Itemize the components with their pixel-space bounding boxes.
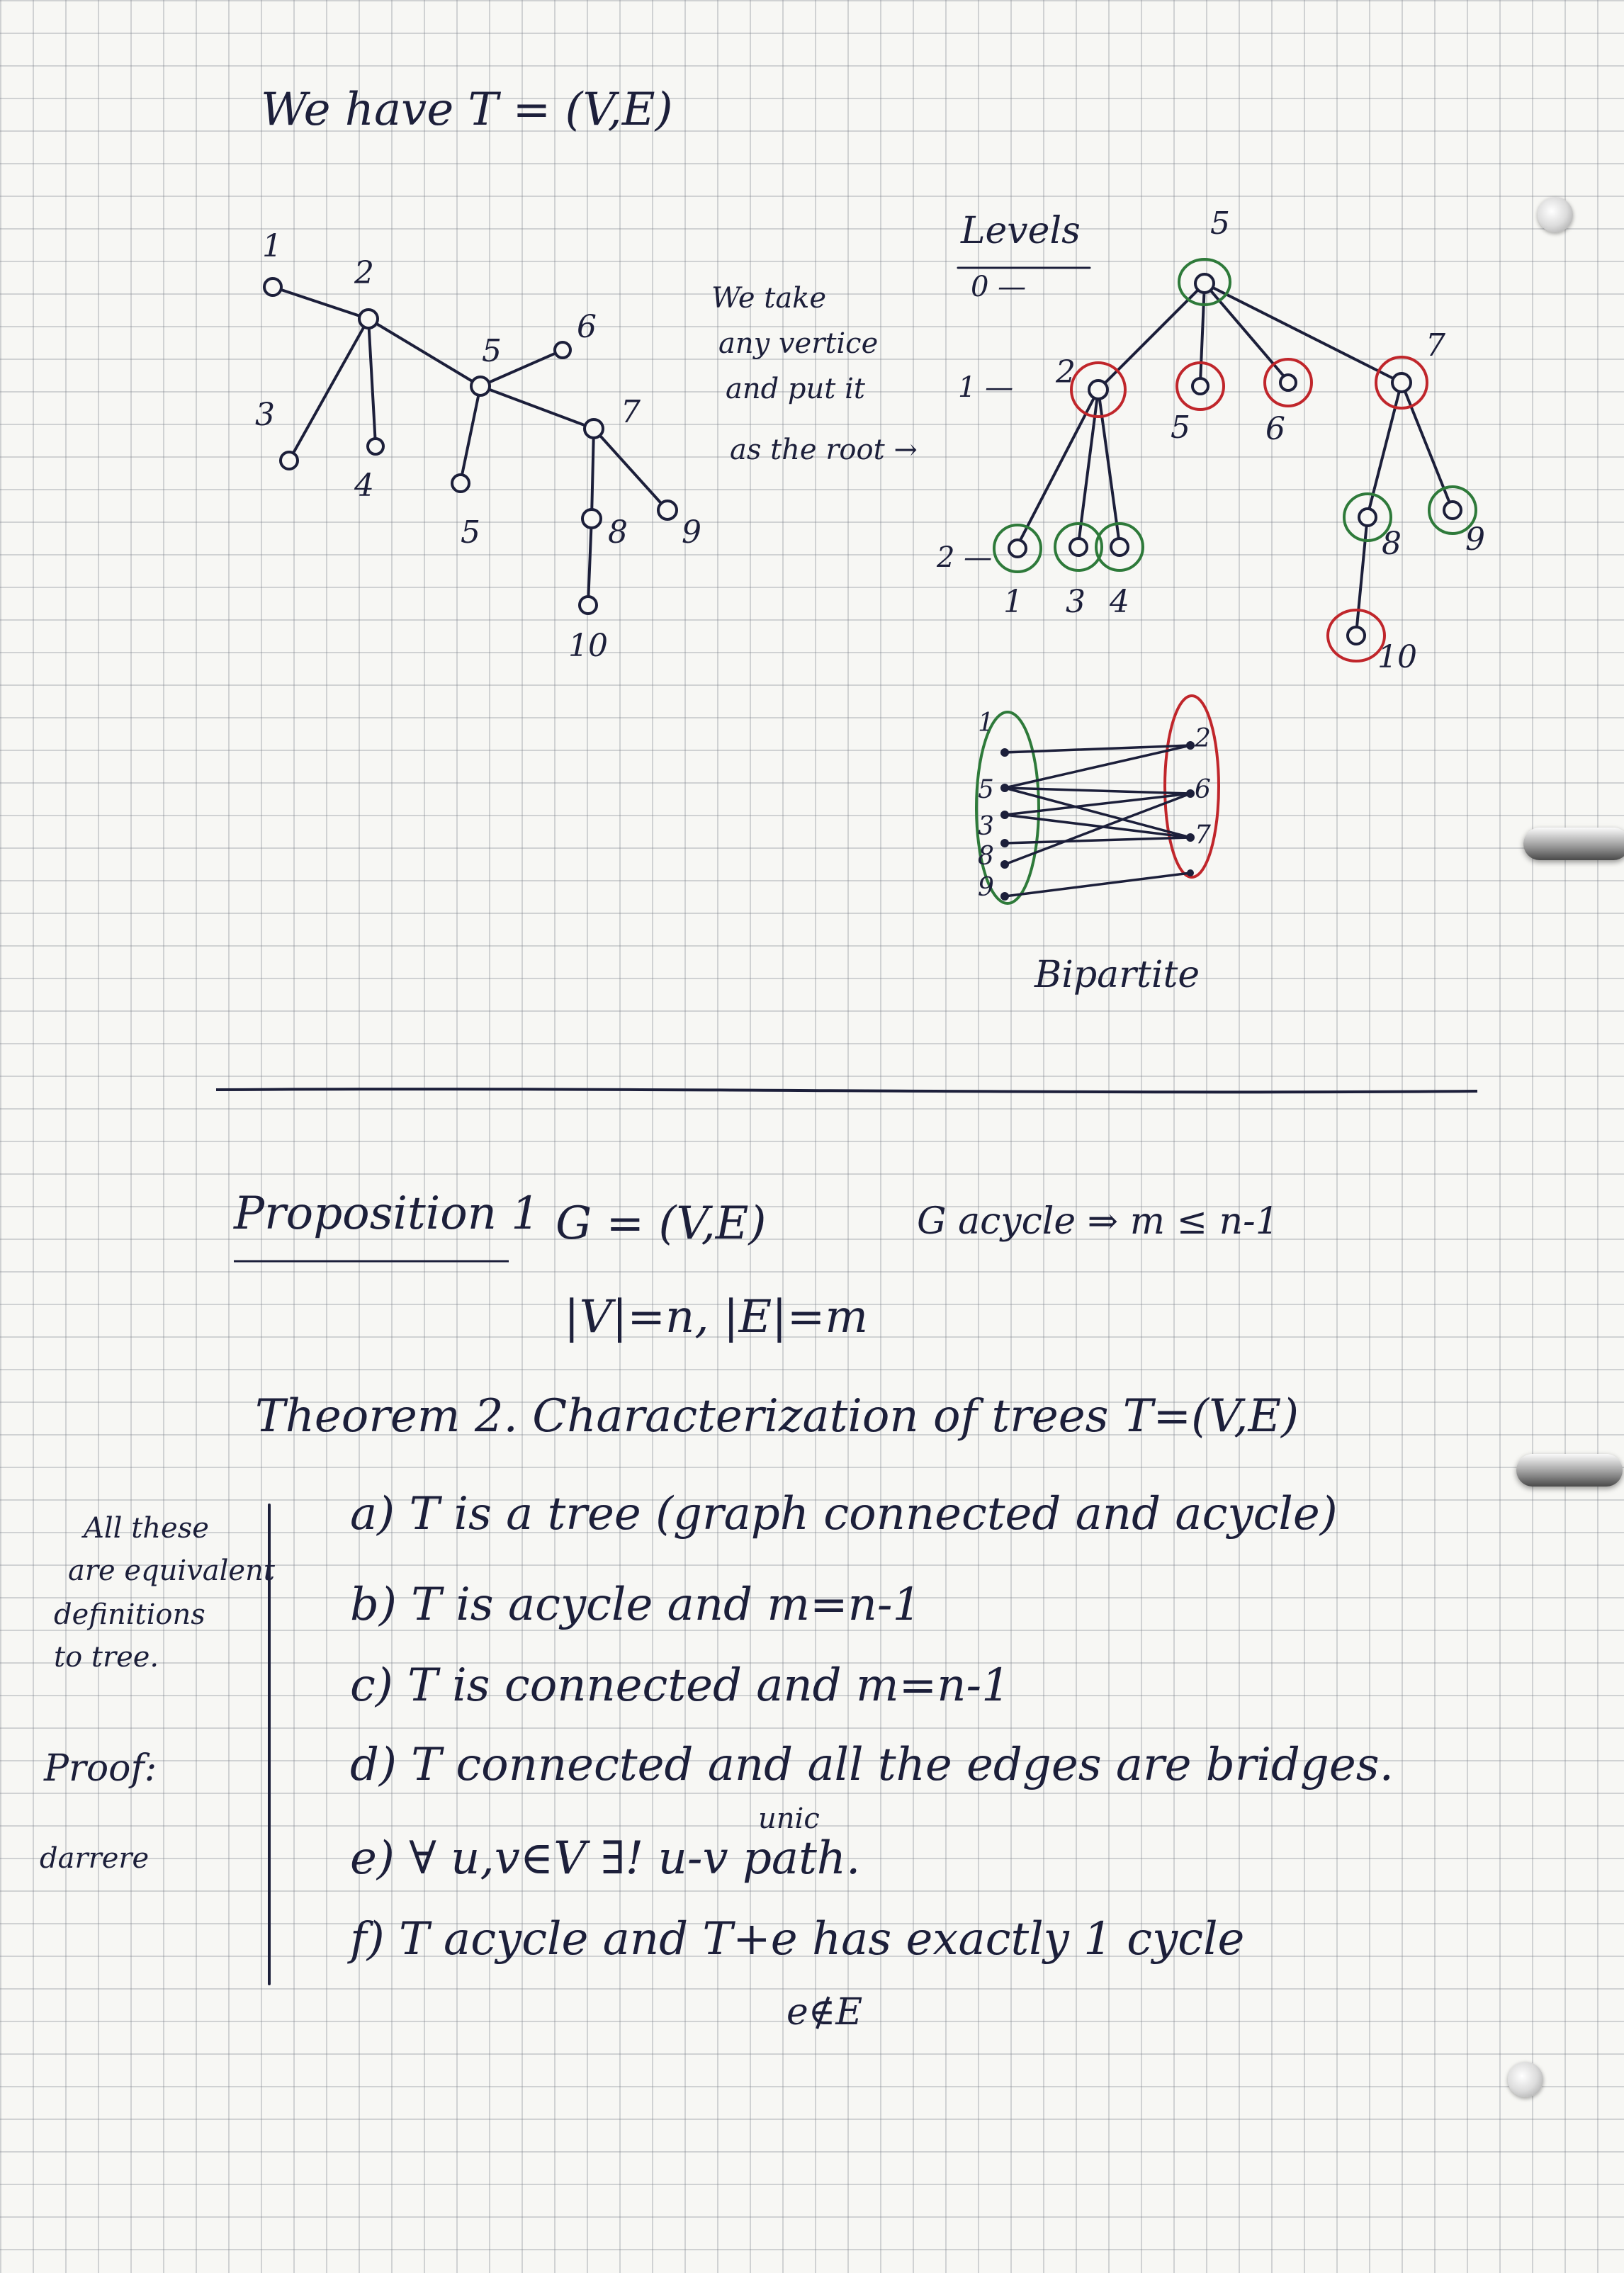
side-note-line-4: to tree. [54,1641,159,1674]
bipartite-right-2: 2 [1195,724,1211,753]
tree1-edges [271,286,667,605]
hole-reinforcement-bottom [1508,2062,1543,2097]
binder-ring-lower [1516,1454,1623,1487]
tree1-label-8: 8 [608,514,628,551]
tree2-label-10: 10 [1377,639,1417,675]
tree2-label-2: 2 [1056,354,1076,390]
tree2-label-9: 9 [1465,521,1485,558]
tree2-label-7: 7 [1426,327,1445,363]
level-1-marker: 1 — [958,371,1014,404]
proposition-statement: G acycle ⇒ m ≤ n-1 [917,1200,1279,1243]
proposition-graph: G = (V,E) [556,1197,767,1250]
section-divider [215,1088,1478,1094]
theorem-item-d: d) T connected and all the edges are bri… [350,1739,1394,1791]
root-note-line-3: and put it [726,373,865,405]
bipartite-left-5: 5 [978,775,994,804]
tree1-label-5b: 5 [461,514,480,551]
hole-reinforcement-top [1538,197,1573,232]
level-2-marker: 2 — [937,541,993,574]
tree2-green-rings [993,258,1477,573]
root-note-line-4: as the root → [730,434,918,466]
tree2-label-5: 5 [1171,410,1190,446]
proposition-sizes: |V|=n, |E|=m [564,1291,869,1343]
side-note-line-1: All these [84,1512,209,1545]
tree2-label-1: 1 [1003,584,1023,620]
bipartite-left-3: 3 [978,812,994,841]
bipartite-left-9: 9 [978,873,994,902]
binder-ring-upper [1523,828,1624,860]
theorem-e-not-in-e: e∉E [786,1991,863,2034]
side-note-line-3: definitions [54,1598,205,1631]
proof-label: Proof: [44,1747,157,1790]
tree2-nodes [1008,273,1462,645]
tree1-label-9: 9 [682,514,701,551]
levels-heading: Levels [961,210,1081,252]
theorem-title: Theorem 2. Characterization of trees T=(… [255,1390,1299,1443]
tree2-red-rings [1070,356,1428,662]
theorem-item-f: f) T acycle and T+e has exactly 1 cycle [350,1913,1245,1965]
side-note-line-2: are equivalent [68,1555,275,1587]
bipartite-right-7: 7 [1195,820,1211,850]
tree2-label-3: 3 [1066,584,1086,620]
bipartite-left-1: 1 [978,709,994,738]
bipartite-left-8: 8 [978,842,994,871]
tree2-label-6: 6 [1265,411,1285,447]
level-0-marker: 0 — [971,271,1027,303]
bipartite-diagram [975,694,1220,905]
tree1-label-7: 7 [621,394,641,430]
bipartite-right-6: 6 [1195,775,1211,804]
tree1-label-5: 5 [482,333,502,369]
proposition-label: Proposition 1 [234,1188,540,1240]
tree2-label-4: 4 [1110,584,1129,620]
tree2-label-8: 8 [1382,526,1402,562]
tree1-label-2: 2 [354,255,374,291]
tree1-label-3: 3 [255,397,275,433]
tree1-nodes [263,277,678,615]
page-title: We have T = (V,E) [261,84,673,136]
theorem-item-e: e) ∀ u,v∈V ∃! u-v path. [350,1832,861,1885]
theorem-item-c: c) T is connected and m=n-1 [350,1659,1010,1712]
theorem-item-a: a) T is a tree (graph connected and acyc… [350,1488,1338,1540]
theorem-item-b: b) T is acycle and m=n-1 [350,1579,922,1631]
root-note-line-2: any vertice [718,327,879,360]
theorem-unic-note: unic [758,1803,820,1835]
bipartite-caption: Bipartite [1034,954,1200,996]
root-note-line-1: We take [711,282,827,315]
tree1-label-1: 1 [262,228,282,264]
tree2-label-root-5: 5 [1210,205,1230,242]
tree2-edges [1016,282,1454,636]
proof-word: darrere [40,1842,150,1875]
side-note-bracket [268,1504,271,1985]
tree1-label-10: 10 [568,628,608,664]
tree1-label-6: 6 [577,309,597,345]
tree1-label-4: 4 [354,468,374,504]
